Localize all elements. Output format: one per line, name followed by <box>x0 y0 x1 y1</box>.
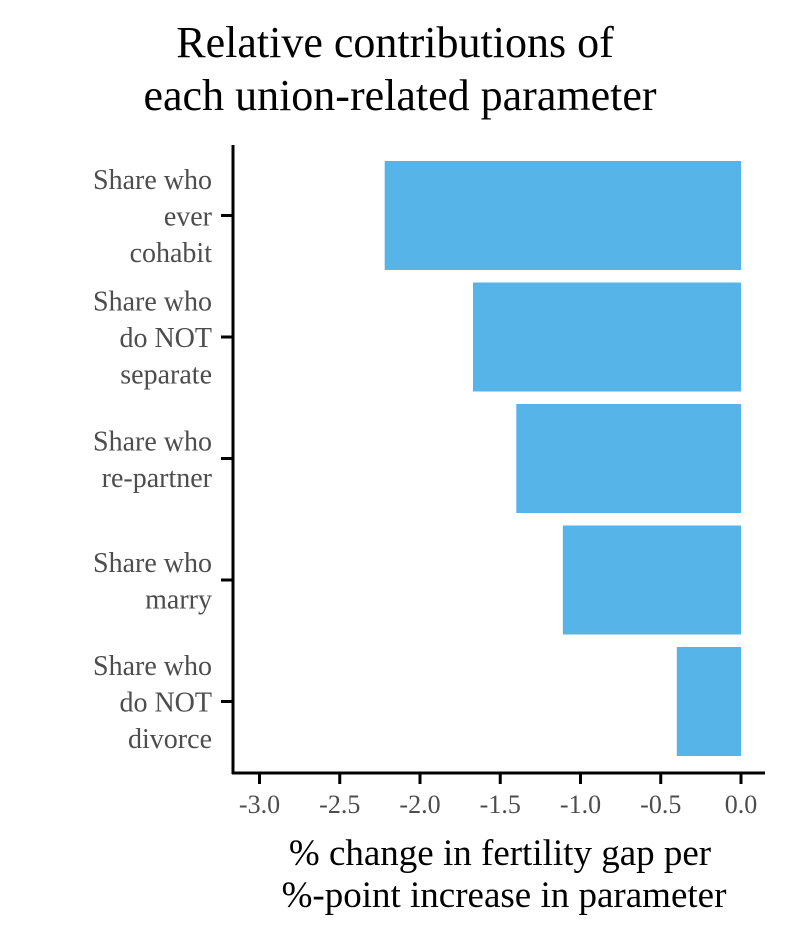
y-tick-label-line: ever <box>164 202 213 233</box>
bar-4 <box>562 525 741 635</box>
x-axis-label-line-1: % change in fertility gap per <box>289 833 711 874</box>
x-tick-label-2: -2.5 <box>319 790 360 819</box>
y-tick-label-line: Share who <box>93 548 212 579</box>
x-tick-label-5: -1.0 <box>560 790 601 819</box>
y-tick-label-line: cohabit <box>130 238 213 269</box>
y-tick-label-line: do NOT <box>119 323 212 354</box>
x-axis-ticks: -3.0 -2.5 -2.0 -1.5 -1.0 -0.5 0.0 <box>239 773 757 819</box>
y-tick-label-line: re-partner <box>102 463 213 494</box>
bar-3 <box>516 404 741 513</box>
y-tick-label-line: divorce <box>128 724 212 755</box>
y-tick-label-line: marry <box>145 584 212 615</box>
x-tick-label-4: -1.5 <box>480 790 521 819</box>
x-tick-label-1: -3.0 <box>239 790 280 819</box>
chart-title: Relative contributions of each union-rel… <box>143 18 656 120</box>
y-tick-label-line: Share who <box>93 651 212 682</box>
x-axis-label: % change in fertility gap per %-point in… <box>282 833 727 916</box>
x-axis-label-line-2: %-point increase in parameter <box>282 875 727 916</box>
x-tick-label-3: -2.0 <box>399 790 440 819</box>
y-tick-label-line: Share who <box>93 426 212 457</box>
x-tick-label-6: -0.5 <box>640 790 681 819</box>
bar-1 <box>384 161 741 270</box>
y-tick-label-line: do NOT <box>119 688 212 719</box>
y-tick-label-line: separate <box>120 360 212 391</box>
y-axis-ticks: Share who ever cohabit Share who do NOT separ… <box>93 165 233 755</box>
bar-2 <box>472 282 741 392</box>
y-tick-label-line: Share who <box>93 165 212 196</box>
y-tick-label-4: Share who marry <box>93 548 212 616</box>
y-tick-label-line: Share who <box>93 287 212 318</box>
y-tick-label-2: Share who do NOT separate <box>93 287 212 391</box>
chart-title-line-2: each union-related parameter <box>143 71 656 120</box>
chart-title-line-1: Relative contributions of <box>176 18 614 67</box>
y-tick-label-1: Share who ever cohabit <box>93 165 213 269</box>
bars-group <box>384 161 741 756</box>
y-tick-label-5: Share who do NOT divorce <box>93 651 212 755</box>
bar-5 <box>676 647 741 756</box>
x-tick-label-7: 0.0 <box>725 790 758 819</box>
y-tick-label-3: Share who re-partner <box>93 426 213 494</box>
